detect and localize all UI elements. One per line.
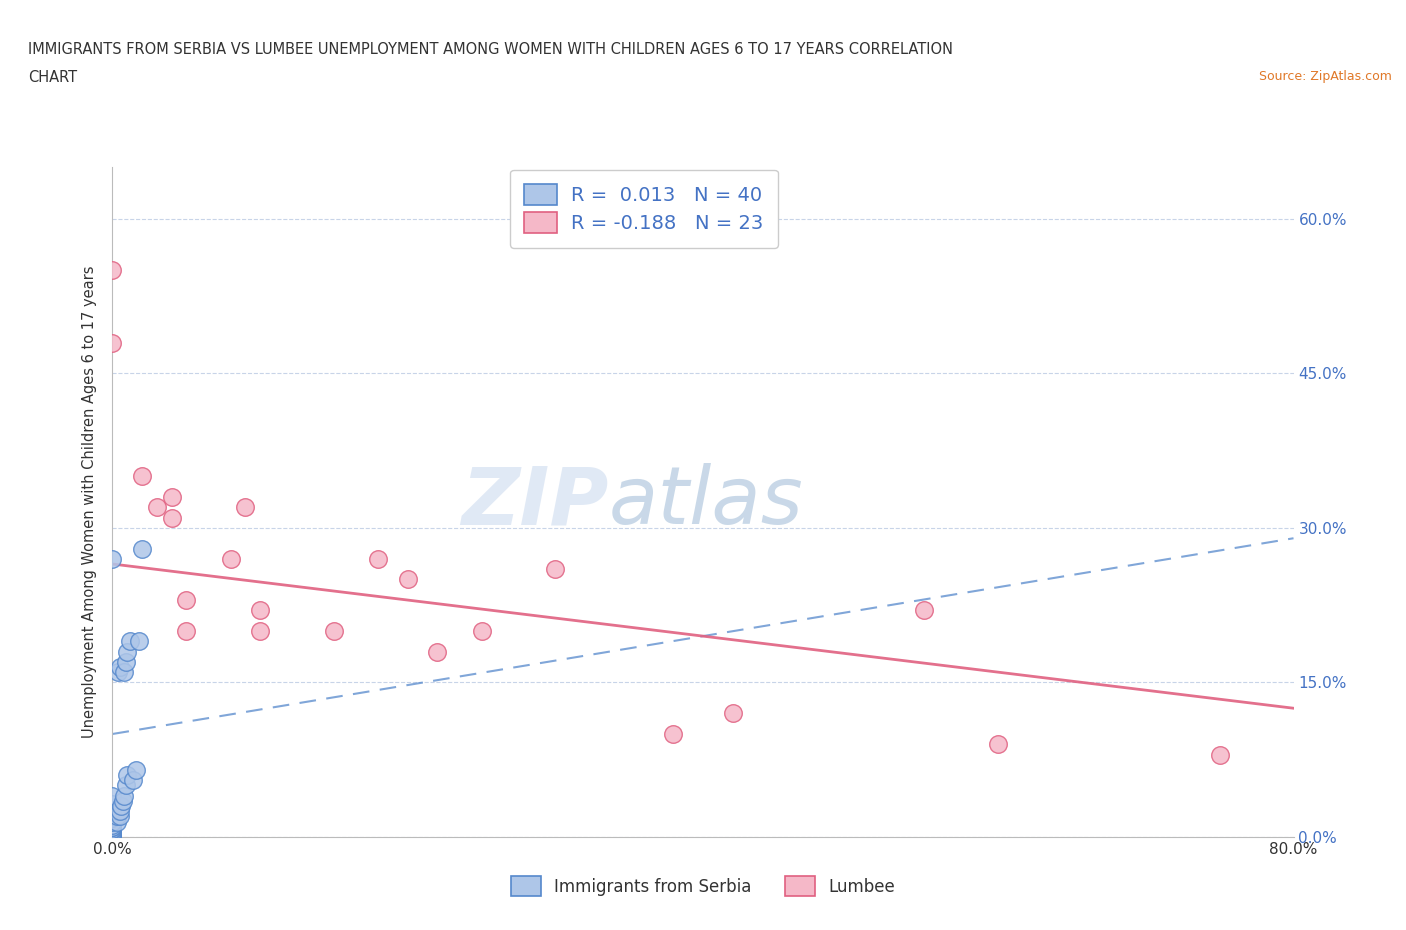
Point [110, 799, 132, 814]
Point [101, 801, 124, 816]
Point [249, 623, 271, 638]
Point [101, 335, 124, 350]
Point [101, 830, 124, 844]
Point [108, 809, 131, 824]
Point [101, 822, 124, 837]
Point [233, 500, 256, 515]
Point [101, 809, 124, 824]
Point [117, 644, 138, 659]
Point [101, 807, 124, 822]
Text: atlas: atlas [609, 463, 803, 541]
Point [107, 804, 129, 818]
Point [101, 551, 124, 566]
Point [101, 797, 124, 812]
Point [544, 562, 567, 577]
Point [219, 551, 242, 566]
Point [112, 665, 135, 680]
Point [101, 821, 124, 836]
Point [101, 830, 124, 844]
Point [987, 737, 1010, 751]
Legend: Immigrants from Serbia, Lumbee: Immigrants from Serbia, Lumbee [498, 863, 908, 909]
Point [1208, 747, 1232, 762]
Point [101, 814, 124, 829]
Point [470, 623, 494, 638]
Point [249, 603, 271, 618]
Point [101, 830, 124, 844]
Text: Source: ZipAtlas.com: Source: ZipAtlas.com [1258, 70, 1392, 83]
Point [174, 592, 197, 607]
Point [101, 817, 124, 832]
Point [367, 551, 389, 566]
Text: IMMIGRANTS FROM SERBIA VS LUMBEE UNEMPLOYMENT AMONG WOMEN WITH CHILDREN AGES 6 T: IMMIGRANTS FROM SERBIA VS LUMBEE UNEMPLO… [28, 42, 953, 57]
Point [114, 778, 136, 793]
Point [128, 634, 150, 649]
Point [101, 804, 124, 818]
Point [131, 541, 153, 556]
Point [146, 500, 169, 515]
Point [112, 789, 135, 804]
Point [117, 768, 138, 783]
Point [101, 811, 124, 826]
Point [105, 809, 128, 824]
Point [101, 827, 124, 842]
Point [111, 793, 134, 808]
Point [721, 706, 744, 721]
Y-axis label: Unemployment Among Women with Children Ages 6 to 17 years: Unemployment Among Women with Children A… [82, 266, 97, 738]
Point [120, 634, 142, 649]
Point [426, 644, 449, 659]
Point [662, 726, 685, 741]
Text: ZIP: ZIP [461, 463, 609, 541]
Text: CHART: CHART [28, 70, 77, 85]
Point [914, 603, 936, 618]
Point [160, 511, 183, 525]
Point [101, 819, 124, 834]
Point [101, 789, 124, 804]
Point [323, 623, 346, 638]
Point [174, 623, 197, 638]
Point [101, 819, 124, 834]
Point [108, 804, 131, 818]
Point [125, 763, 148, 777]
Point [160, 489, 183, 504]
Point [122, 773, 145, 788]
Point [131, 469, 153, 484]
Point [108, 659, 131, 674]
Point [105, 814, 128, 829]
Point [101, 830, 124, 844]
Point [101, 263, 124, 278]
Point [114, 655, 136, 670]
Point [101, 824, 124, 839]
Point [107, 665, 129, 680]
Point [396, 572, 419, 587]
